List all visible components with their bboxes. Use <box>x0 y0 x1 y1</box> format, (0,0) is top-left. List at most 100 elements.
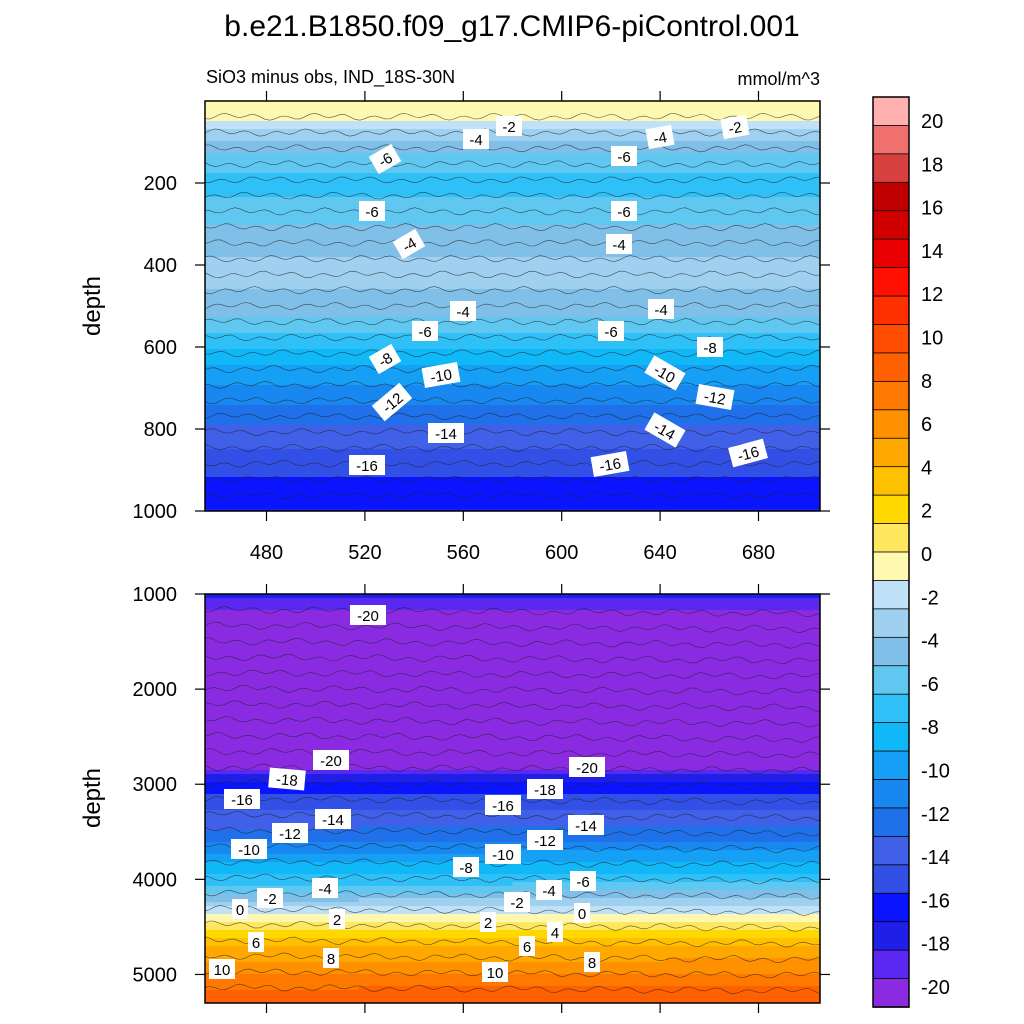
contour-cell <box>512 598 668 603</box>
contour-cell <box>358 690 514 695</box>
svg-text:6: 6 <box>252 935 260 952</box>
contour-cell <box>512 385 668 390</box>
contour-cell <box>666 265 820 270</box>
contour-cell <box>358 409 514 414</box>
contour-cell <box>666 698 820 703</box>
contour-cell <box>205 485 360 490</box>
contour-cell <box>512 285 668 290</box>
svg-text:-6: -6 <box>576 874 589 891</box>
contour-cell <box>205 185 360 190</box>
contour-cell <box>205 974 360 979</box>
contour-cell <box>512 293 668 298</box>
contour-cell <box>666 425 820 430</box>
contour-cell <box>512 361 668 366</box>
contour-cell <box>666 890 820 895</box>
contour-cell <box>358 802 514 807</box>
contour-cell <box>358 770 514 775</box>
contour-cell <box>358 125 514 130</box>
contour-cell <box>205 349 360 354</box>
contour-cell <box>666 742 820 747</box>
contour-cell <box>205 722 360 727</box>
contour-cell <box>666 678 820 683</box>
contour-cell <box>512 614 668 619</box>
contour-label: -16 <box>728 438 768 468</box>
contour-cell <box>666 734 820 739</box>
contour-cell <box>666 313 820 318</box>
contour-cell <box>205 129 360 134</box>
contour-cell <box>512 105 668 110</box>
contour-cell <box>205 910 360 915</box>
contour-cell <box>512 990 668 995</box>
contour-cell <box>358 269 514 274</box>
contour-cell <box>512 189 668 194</box>
contour-cell <box>512 858 668 863</box>
contour-cell <box>512 477 668 482</box>
contour-cell <box>512 153 668 158</box>
contour-cell <box>512 634 668 639</box>
contour-line <box>205 684 820 696</box>
contour-cell <box>666 429 820 434</box>
contour-cell <box>358 149 514 154</box>
contour-cell <box>358 105 514 110</box>
lower-plot-frame <box>204 593 821 1004</box>
contour-cell <box>358 265 514 270</box>
contour-cell <box>358 145 514 150</box>
contour-cell <box>358 878 514 883</box>
contour-cell <box>512 778 668 783</box>
contour-cell <box>358 642 514 647</box>
contour-cell <box>205 618 360 623</box>
contour-cell <box>358 842 514 847</box>
contour-cell <box>358 726 514 731</box>
contour-cell <box>512 401 668 406</box>
contour-label: -6 <box>611 146 637 166</box>
contour-cell <box>358 461 514 466</box>
svg-text:4: 4 <box>551 925 559 942</box>
contour-cell <box>358 137 514 142</box>
contour-cell <box>512 798 668 803</box>
svg-text:8: 8 <box>588 955 596 972</box>
contour-cell <box>666 638 820 643</box>
contour-label: -16 <box>485 795 521 815</box>
contour-cell <box>358 417 514 422</box>
contour-cell <box>358 153 514 158</box>
contour-cell <box>205 846 360 851</box>
contour-cell <box>205 858 360 863</box>
contour-cell <box>666 233 820 238</box>
contour-cell <box>666 914 820 919</box>
colorbar-label: -2 <box>921 587 939 609</box>
contour-cell <box>512 269 668 274</box>
contour-cell <box>512 926 668 931</box>
contour-cell <box>666 465 820 470</box>
contour-cell <box>666 169 820 174</box>
svg-text:-16: -16 <box>598 455 622 476</box>
contour-cell <box>512 121 668 126</box>
contour-cell <box>358 810 514 815</box>
contour-cell <box>666 417 820 422</box>
contour-cell <box>358 986 514 991</box>
colorbar-box <box>872 693 910 724</box>
contour-cell <box>205 686 360 691</box>
contour-cell <box>205 738 360 743</box>
colorbar-label: -16 <box>921 890 950 912</box>
contour-cell <box>666 854 820 859</box>
contour-cell <box>205 341 360 346</box>
contour-cell <box>205 922 360 927</box>
contour-cell <box>358 698 514 703</box>
contour-cell <box>358 225 514 230</box>
contour-cell <box>358 914 514 919</box>
contour-cell <box>512 846 668 851</box>
contour-cell <box>358 493 514 498</box>
contour-label: -6 <box>368 143 402 175</box>
contour-cell <box>512 465 668 470</box>
chart-title: b.e21.B1850.f09_g17.CMIP6-piControl.001 <box>224 10 799 43</box>
contour-cell <box>512 413 668 418</box>
contour-line <box>205 637 820 649</box>
contour-cell <box>205 810 360 815</box>
contour-cell <box>512 225 668 230</box>
contour-cell <box>358 938 514 943</box>
contour-cell <box>358 177 514 182</box>
contour-cell <box>358 670 514 675</box>
contour-label: -4 <box>648 299 674 319</box>
contour-cell <box>666 189 820 194</box>
y-tick-label: 5000 <box>133 964 178 986</box>
